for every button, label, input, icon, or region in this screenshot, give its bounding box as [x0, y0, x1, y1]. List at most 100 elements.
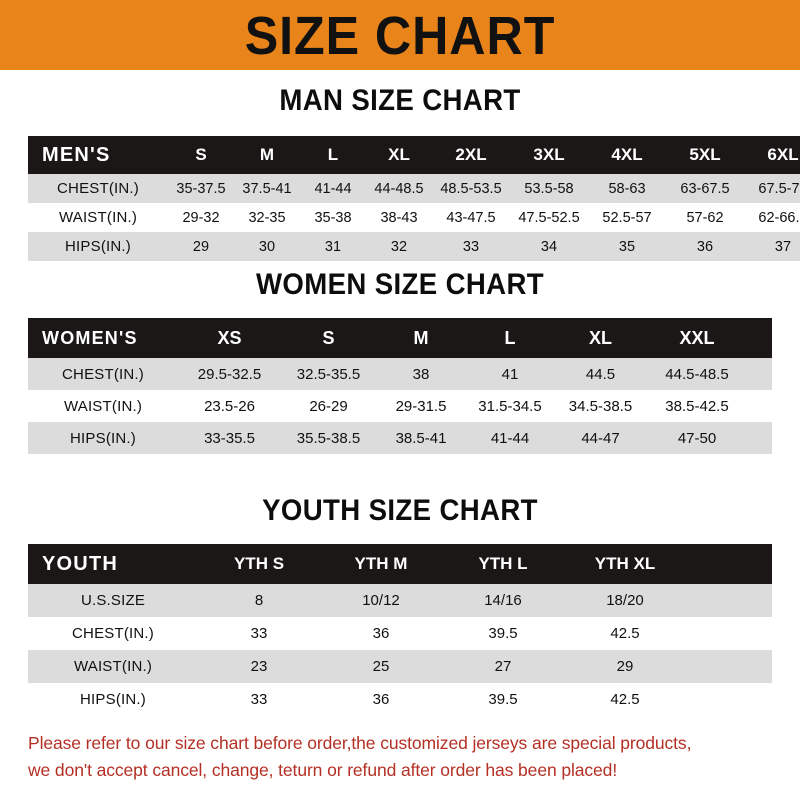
table-cell: 38.5-42.5: [665, 397, 729, 415]
table-cell: 18/20: [606, 592, 644, 609]
youth-row-label-1: CHEST(IN.): [72, 625, 154, 642]
table-cell: 38-43: [380, 209, 418, 226]
table-row: WAIST(IN.) 23.5-26 26-29 29-31.5 31.5-34.5 34…: [28, 390, 772, 422]
table-cell: 34: [540, 238, 558, 255]
table-row: HIPS(IN.) 33 36 39.5 42.5: [28, 683, 772, 716]
youth-header-label: YOUTH: [42, 552, 118, 575]
footer-note-line-1: Please refer to our size chart before or…: [28, 733, 692, 753]
man-column-header-8: 6XL: [767, 145, 799, 164]
table-cell: 34.5-38.5: [568, 397, 633, 415]
table-cell: [747, 358, 772, 390]
table-row: HIPS(IN.) 29 30 31 32 33 34 35 36 37: [28, 232, 800, 261]
table-cell: 23: [250, 658, 268, 675]
man-column-header-0: S: [195, 145, 207, 164]
table-cell: 37: [774, 238, 792, 255]
table-cell: 32.5-35.5: [296, 365, 361, 383]
table-cell: 27: [494, 658, 512, 675]
table-cell: 29-31.5: [395, 397, 447, 415]
man-row-label-0: CHEST(IN.): [57, 180, 139, 197]
table-cell: 35-38: [314, 209, 352, 226]
table-cell: 36: [372, 625, 390, 642]
women-column-header-2: M: [413, 327, 429, 348]
table-cell: 33: [462, 238, 480, 255]
table-cell: 41-44: [314, 180, 352, 197]
table-row: HIPS(IN.) 33-35.5 35.5-38.5 38.5-41 41-44 44-…: [28, 422, 772, 454]
women-header-label: WOMEN'S: [42, 327, 138, 348]
table-cell: 57-62: [686, 209, 724, 226]
man-column-header-3: XL: [388, 145, 410, 164]
women-row-label-0: CHEST(IN.): [62, 365, 144, 383]
table-cell: 47.5-52.5: [518, 209, 580, 226]
women-row-label-2: HIPS(IN.): [70, 429, 136, 447]
man-column-header-2: L: [327, 145, 339, 164]
footer-note-line-2: we don't accept cancel, change, teturn o…: [28, 760, 618, 781]
table-cell: 38.5-41: [395, 429, 447, 447]
man-column-header-7: 5XL: [689, 145, 721, 164]
table-cell: 58-63: [608, 180, 646, 197]
table-cell: 35.5-38.5: [296, 429, 361, 447]
table-cell: 32-35: [248, 209, 286, 226]
table-cell: 42.5: [610, 691, 640, 708]
table-cell: 31: [324, 238, 342, 255]
man-size-table: MEN'S S M L XL 2XL 3XL 4XL 5XL 6XL CHEST(IN.) 35-37…: [28, 136, 800, 261]
table-cell: 41: [501, 365, 519, 383]
table-cell: 62-66.5: [758, 209, 800, 226]
table-cell: [747, 422, 772, 454]
table-cell: [747, 390, 772, 422]
table-cell: 44-48.5: [374, 180, 424, 197]
table-cell: 53.5-58: [524, 180, 574, 197]
table-cell: 44.5: [585, 365, 616, 383]
women-column-header-1: S: [322, 327, 335, 348]
man-section-title: MAN SIZE CHART: [279, 84, 521, 117]
man-row-label-1: WAIST(IN.): [58, 209, 138, 226]
table-cell: 35-37.5: [176, 180, 226, 197]
women-column-header-0: XS: [217, 327, 242, 348]
table-cell: [686, 617, 772, 650]
table-cell: 37.5-41: [242, 180, 292, 197]
women-column-header-6: [747, 318, 772, 358]
youth-column-header-4: [686, 544, 772, 584]
youth-column-header-1: YTH M: [354, 554, 408, 573]
table-cell: 29-32: [182, 209, 220, 226]
women-row-label-1: WAIST(IN.): [63, 397, 143, 415]
women-size-table: WOMEN'S XS S M L XL XXL CHEST(IN.) 29.5-32.5 32.5…: [28, 318, 772, 454]
table-cell: 52.5-57: [602, 209, 652, 226]
women-section-title: WOMEN SIZE CHART: [255, 268, 545, 301]
man-column-header-5: 3XL: [533, 145, 565, 164]
women-table-header-row: WOMEN'S XS S M L XL XXL: [28, 318, 772, 358]
man-column-header-1: M: [259, 145, 275, 164]
table-cell: 10/12: [362, 592, 400, 609]
table-cell: 43-47.5: [446, 209, 496, 226]
youth-row-label-2: WAIST(IN.): [73, 658, 153, 675]
page-title: SIZE CHART: [244, 6, 556, 66]
table-row: CHEST(IN.) 29.5-32.5 32.5-35.5 38 41 44.5 44.5…: [28, 358, 772, 390]
table-row: U.S.SIZE 8 10/12 14/16 18/20: [28, 584, 772, 617]
women-column-header-4: XL: [588, 327, 612, 348]
women-column-header-3: L: [504, 327, 516, 348]
youth-row-label-0: U.S.SIZE: [80, 592, 146, 609]
table-cell: 38: [412, 365, 430, 383]
man-column-header-4: 2XL: [455, 145, 487, 164]
youth-column-header-2: YTH L: [478, 554, 528, 573]
man-header-label: MEN'S: [42, 143, 111, 166]
table-cell: 41-44: [490, 429, 530, 447]
man-row-label-2: HIPS(IN.): [65, 238, 131, 255]
table-cell: 30: [258, 238, 276, 255]
youth-column-header-0: YTH S: [233, 554, 285, 573]
man-table-header-row: MEN'S S M L XL 2XL 3XL 4XL 5XL 6XL: [28, 136, 800, 174]
youth-size-table: YOUTH YTH S YTH M YTH L YTH XL U.S.SIZE 8 10/12…: [28, 544, 772, 716]
youth-column-header-3: YTH XL: [594, 554, 656, 573]
table-cell: [686, 683, 772, 716]
table-cell: 23.5-26: [204, 397, 255, 415]
table-cell: 42.5: [610, 625, 640, 642]
table-cell: [686, 650, 772, 683]
man-column-header-6: 4XL: [611, 145, 643, 164]
table-row: WAIST(IN.) 29-32 32-35 35-38 38-43 43-47.5 47.…: [28, 203, 800, 232]
women-column-header-5: XXL: [679, 327, 715, 348]
table-cell: 36: [696, 238, 714, 255]
table-cell: 36: [372, 691, 390, 708]
table-cell: 67.5-72: [758, 180, 800, 197]
table-cell: 33: [250, 691, 268, 708]
table-cell: 63-67.5: [680, 180, 730, 197]
table-cell: 39.5: [488, 625, 518, 642]
